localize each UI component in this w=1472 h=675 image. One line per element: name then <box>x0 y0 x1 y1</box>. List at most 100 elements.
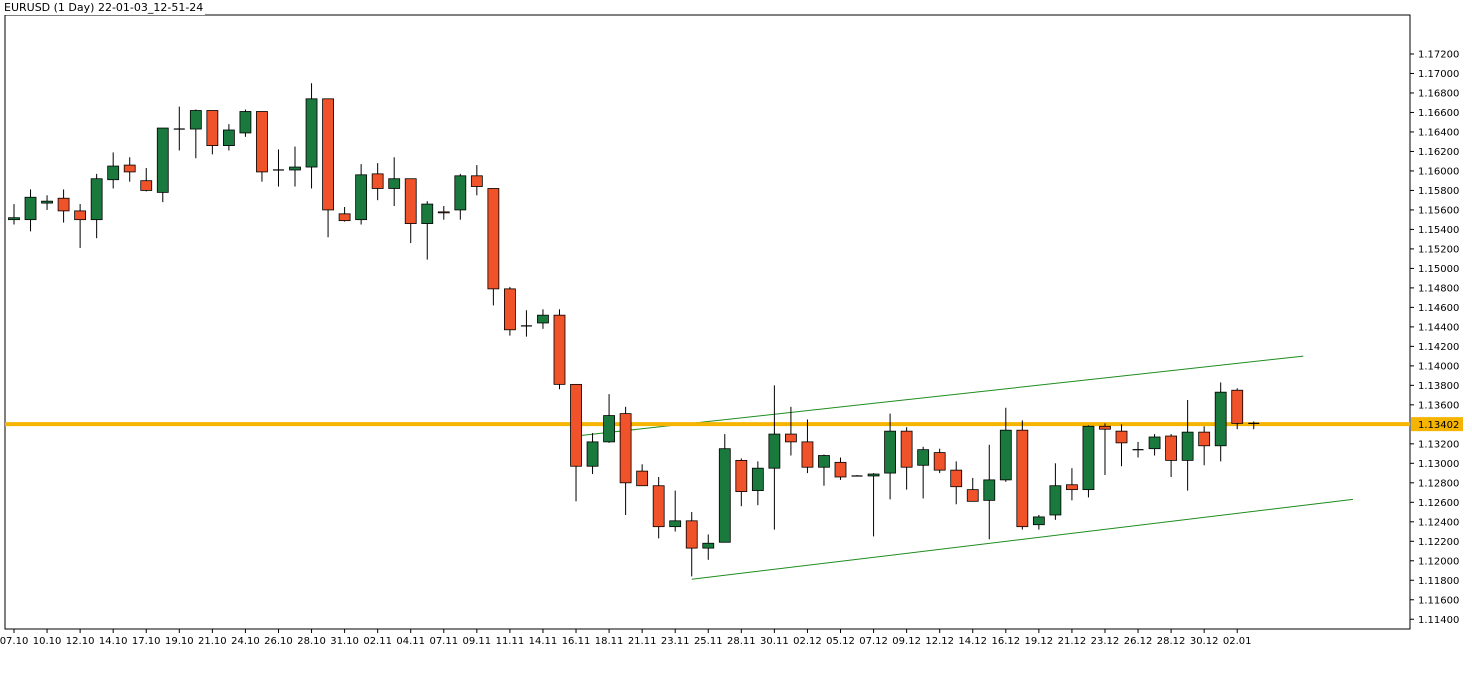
y-tick-label: 1.16400 <box>1418 127 1459 138</box>
x-tick-label: 23.11 <box>661 636 690 647</box>
candle-body <box>1032 516 1045 526</box>
candle-body <box>123 164 136 173</box>
candle-body <box>470 175 483 187</box>
y-tick-label: 1.14600 <box>1418 303 1459 314</box>
x-tick-label: 07.12 <box>859 636 888 647</box>
candle-body <box>454 175 467 211</box>
candle-body <box>1099 425 1111 430</box>
x-tick-label: 19.12 <box>1025 636 1054 647</box>
candle-body <box>487 188 500 290</box>
channel-trendline <box>691 498 1353 580</box>
x-tick-label: 24.10 <box>231 636 260 647</box>
x-tick-label: 04.11 <box>396 636 425 647</box>
y-tick-label: 1.15600 <box>1418 205 1459 216</box>
candle-body <box>1165 435 1177 461</box>
candle-body <box>603 415 615 443</box>
y-tick-label: 1.15000 <box>1418 264 1459 275</box>
candle-body <box>735 459 748 492</box>
candle-body <box>156 127 169 193</box>
candle-body <box>222 129 235 146</box>
candle-body <box>768 433 781 469</box>
x-tick-label: 23.12 <box>1091 636 1120 647</box>
x-tick-label: 12.12 <box>925 636 954 647</box>
y-tick-label: 1.15800 <box>1418 186 1459 197</box>
x-tick-label: 11.11 <box>496 636 525 647</box>
candle-body <box>619 413 632 484</box>
current-price-label: 1.13402 <box>1418 420 1459 431</box>
candle-body <box>206 110 219 146</box>
x-tick-label: 12.10 <box>66 636 95 647</box>
candle-body <box>256 111 268 173</box>
candle-body <box>338 213 351 222</box>
x-tick-label: 30.11 <box>760 636 789 647</box>
y-tick-label: 1.14200 <box>1418 342 1459 353</box>
candle-body <box>586 441 599 467</box>
candle-body <box>966 489 979 502</box>
candle-body <box>999 429 1012 481</box>
candle-body <box>322 98 334 211</box>
candle-body <box>884 430 896 474</box>
candle-body <box>41 200 53 204</box>
candle-body <box>421 203 434 224</box>
candle-body <box>8 217 20 221</box>
candle-body <box>718 448 731 543</box>
candle-body <box>553 314 566 385</box>
y-tick-label: 1.15400 <box>1418 225 1459 236</box>
candle-body <box>107 165 120 181</box>
candle-body <box>289 166 301 171</box>
candle-body <box>685 520 698 549</box>
candle-body <box>537 314 549 324</box>
y-tick-label: 1.16800 <box>1418 88 1459 99</box>
y-tick-label: 1.11600 <box>1418 595 1459 606</box>
candle-body <box>818 455 830 468</box>
candle-body <box>801 441 814 468</box>
y-tick-label: 1.16000 <box>1418 166 1459 177</box>
x-tick-label: 21.12 <box>1058 636 1087 647</box>
x-tick-label: 30.12 <box>1190 636 1219 647</box>
y-tick-label: 1.14800 <box>1418 283 1459 294</box>
y-tick-label: 1.15200 <box>1418 244 1459 255</box>
chart-title: EURUSD (1 Day) 22-01-03_12-51-24 <box>2 1 206 15</box>
x-tick-label: 17.10 <box>132 636 161 647</box>
candle-body <box>24 196 37 221</box>
candle-body <box>371 173 384 189</box>
y-tick-label: 1.11400 <box>1418 615 1459 626</box>
x-tick-label: 10.10 <box>33 636 62 647</box>
x-tick-label: 28.11 <box>727 636 756 647</box>
x-tick-label: 14.10 <box>99 636 128 647</box>
x-tick-label: 16.11 <box>562 636 591 647</box>
candle-body <box>1066 484 1078 491</box>
candle-body <box>1148 436 1161 450</box>
candle-body <box>57 197 70 212</box>
candle-body <box>355 174 368 221</box>
y-tick-label: 1.13000 <box>1418 459 1459 470</box>
candle-body <box>1231 389 1244 424</box>
y-tick-label: 1.12800 <box>1418 478 1459 489</box>
candle-body <box>785 433 797 443</box>
candle-body <box>1181 431 1194 461</box>
candle-body <box>1214 391 1227 447</box>
candle-body <box>503 288 516 331</box>
y-tick-label: 1.13800 <box>1418 381 1459 392</box>
y-tick-label: 1.12000 <box>1418 556 1459 567</box>
x-tick-label: 05.12 <box>826 636 855 647</box>
y-tick-label: 1.17200 <box>1418 49 1459 60</box>
y-tick-label: 1.14000 <box>1418 361 1459 372</box>
candle-body <box>239 111 252 134</box>
candle-body <box>388 178 401 189</box>
candle-body <box>950 469 963 488</box>
candle-body <box>834 461 847 478</box>
candle-body <box>404 178 417 224</box>
candle-body <box>1082 425 1095 491</box>
x-tick-label: 31.10 <box>330 636 359 647</box>
x-tick-label: 25.11 <box>694 636 723 647</box>
candle-body <box>702 542 715 549</box>
x-tick-label: 21.10 <box>198 636 227 647</box>
candle-body <box>74 210 87 221</box>
candle-body <box>90 178 103 221</box>
candle-body <box>751 467 764 492</box>
candle-body <box>983 479 996 501</box>
x-tick-label: 26.10 <box>264 636 293 647</box>
